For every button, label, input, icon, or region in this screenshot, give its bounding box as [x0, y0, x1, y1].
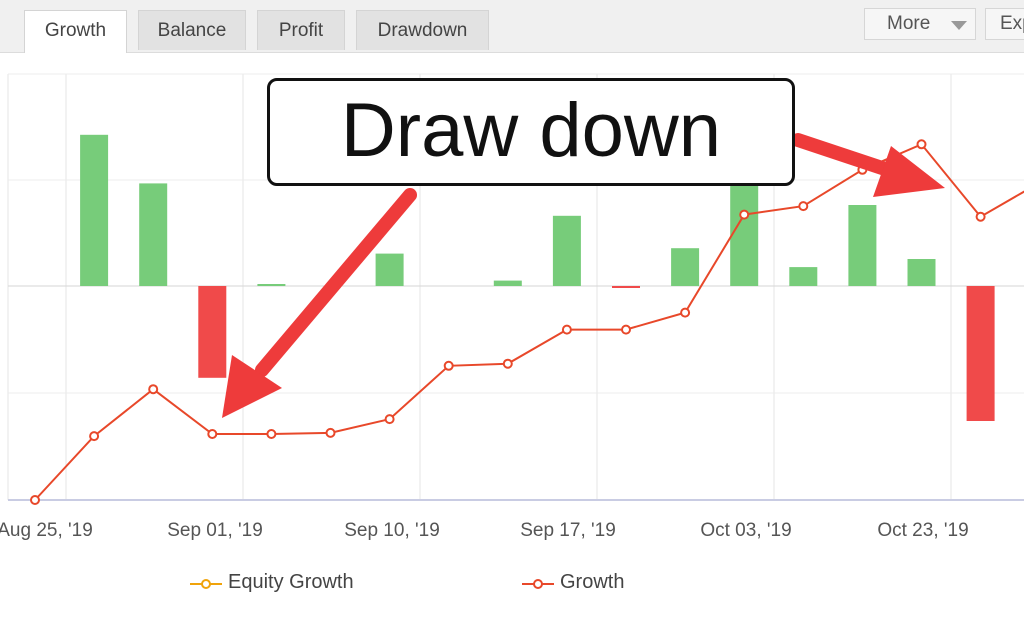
growth-point[interactable]	[89, 431, 100, 442]
chevron-down-icon	[951, 21, 967, 30]
growth-point[interactable]	[502, 358, 513, 369]
growth-point[interactable]	[266, 429, 277, 439]
growth-chart: Aug 25, '19 Sep 01, '19 Sep 10, '19 Sep 17,…	[0, 73, 1024, 541]
tab-profit[interactable]: Profit	[257, 10, 345, 50]
growth-bar	[966, 286, 995, 421]
growth-point[interactable]	[207, 429, 218, 439]
growth-bar	[612, 286, 640, 288]
growth-line	[34, 143, 1024, 501]
growth-point[interactable]	[798, 201, 809, 212]
legend-item-equity-growth[interactable]: Equity Growth	[190, 568, 390, 600]
growth-bars	[80, 134, 995, 421]
growth-point[interactable]	[975, 211, 986, 222]
growth-bar	[375, 253, 404, 286]
x-tick-label: Oct 23, '19	[877, 520, 968, 541]
growth-bar	[552, 215, 581, 286]
export-button-label: Exp	[1000, 13, 1024, 34]
equity-growth-line	[34, 143, 1024, 501]
legend-item-growth[interactable]: Growth	[522, 568, 662, 600]
growth-bar	[493, 280, 522, 286]
growth-point[interactable]	[621, 324, 631, 335]
growth-bar	[80, 134, 109, 286]
tab-drawdown[interactable]: Drawdown	[356, 10, 489, 50]
drawdown-callout: Draw down	[267, 78, 795, 186]
arrow-left	[222, 188, 417, 418]
x-tick-label: Sep 01, '19	[167, 520, 263, 541]
x-axis-ticks: Aug 25, '19 Sep 01, '19 Sep 10, '19 Sep 17,…	[0, 520, 969, 541]
growth-point[interactable]	[443, 360, 454, 371]
legend-label-equity-growth: Equity Growth	[228, 571, 354, 593]
growth-points	[30, 139, 986, 505]
more-button-label: More	[887, 13, 931, 34]
top-toolbar: Growth Balance Profit Drawdown More Exp	[0, 0, 1024, 53]
more-dropdown-button[interactable]: More	[864, 8, 976, 40]
growth-bar	[139, 183, 168, 286]
export-button[interactable]: Exp	[985, 8, 1024, 40]
growth-point[interactable]	[148, 384, 159, 395]
equity-growth-legend-symbol	[190, 579, 222, 589]
growth-bar	[907, 259, 936, 286]
growth-bar	[848, 205, 877, 286]
growth-point[interactable]	[916, 139, 927, 150]
growth-point[interactable]	[680, 307, 691, 318]
growth-bar	[789, 267, 818, 286]
legend-label-growth: Growth	[560, 571, 625, 593]
growth-point[interactable]	[739, 209, 750, 220]
arrow-right	[791, 133, 945, 197]
growth-legend-symbol	[522, 579, 554, 589]
growth-bar	[257, 284, 286, 286]
growth-bar	[730, 183, 759, 286]
growth-bar	[671, 248, 700, 286]
growth-point[interactable]	[561, 324, 572, 335]
growth-point[interactable]	[325, 427, 336, 438]
growth-point[interactable]	[30, 495, 40, 505]
tab-balance[interactable]: Balance	[138, 10, 246, 50]
x-tick-label: Oct 03, '19	[700, 520, 791, 541]
x-tick-label: Sep 10, '19	[344, 520, 440, 541]
tab-growth[interactable]: Growth	[24, 10, 127, 53]
x-tick-label: Sep 17, '19	[520, 520, 616, 541]
growth-bar	[198, 286, 227, 378]
x-tick-label: Aug 25, '19	[0, 520, 93, 541]
growth-point[interactable]	[384, 414, 395, 425]
